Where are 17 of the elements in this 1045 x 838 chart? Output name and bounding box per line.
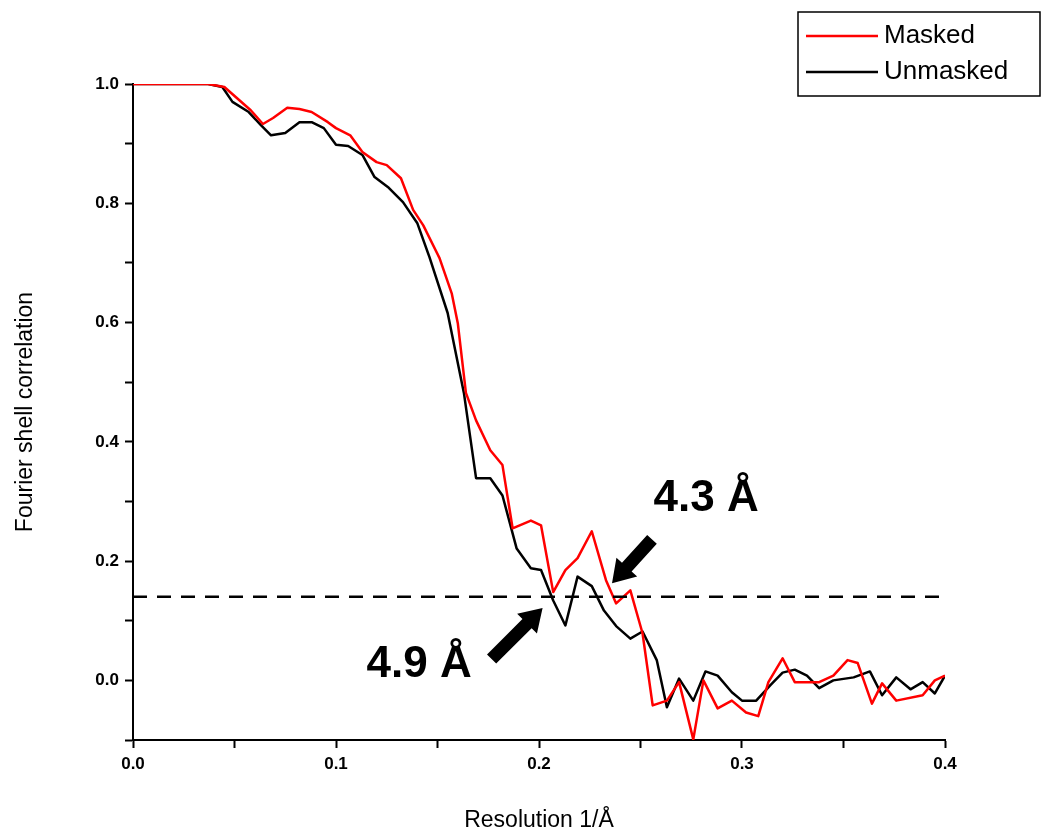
x-tick-label: 0.2 [527,753,551,773]
y-tick-label: 1.0 [95,73,119,93]
x-tick-label: 0.4 [933,753,958,773]
annotation: 4.3 Å [653,471,759,521]
annotation: 4.9 Å [366,637,472,687]
y-tick-label: 0.2 [95,550,119,570]
legend-label: Masked [884,19,976,50]
y-tick-label: 0.6 [95,312,119,332]
y-tick-label: 0.8 [95,192,119,212]
y-axis-title: Fourier shell correlation [11,291,38,533]
x-tick-label: 0.0 [121,753,145,773]
x-axis-title: Resolution 1/Å [464,804,615,832]
x-tick-label: 0.1 [324,753,348,773]
y-tick-label: 0.4 [95,431,120,451]
x-tick-label: 0.3 [730,753,754,773]
legend-label: Unmasked [884,55,1009,86]
y-tick-label: 0.0 [95,670,119,690]
